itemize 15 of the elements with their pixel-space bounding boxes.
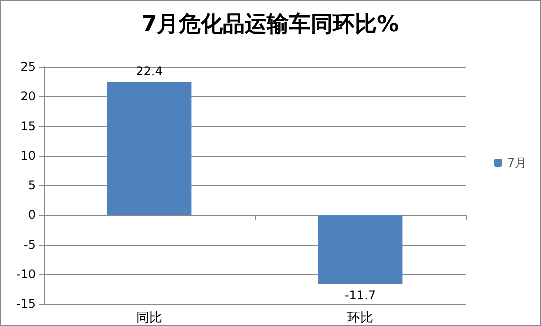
y-tick-label: -10	[16, 267, 36, 282]
y-tick-label: 0	[28, 208, 36, 222]
y-tick-label: 25	[20, 60, 36, 74]
x-tick-label: 环比	[348, 311, 374, 326]
y-tick-label: 15	[20, 119, 36, 134]
data-label: -11.7	[344, 288, 376, 302]
y-tick-label: -5	[24, 238, 36, 252]
x-tick-label: 同比	[136, 311, 162, 326]
y-tick-label: 20	[20, 90, 36, 104]
chart-title: 7月危化品运输车同环比%	[142, 12, 400, 38]
data-label: 22.4	[136, 64, 163, 78]
legend-label: 7月	[507, 156, 528, 170]
y-tick-label: 10	[20, 148, 36, 163]
y-tick-label: 5	[28, 178, 36, 192]
y-tick-label: -15	[16, 297, 36, 311]
